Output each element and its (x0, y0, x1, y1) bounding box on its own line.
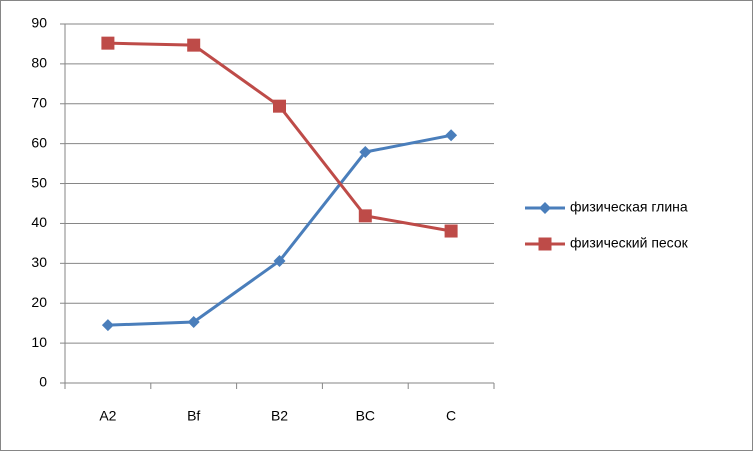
y-tick-label: 40 (31, 214, 47, 230)
marker (273, 254, 286, 267)
marker (273, 99, 286, 113)
marker (444, 224, 458, 238)
x-tick-label: BC (356, 408, 375, 424)
y-tick-label: 50 (31, 174, 47, 190)
marker (538, 237, 552, 251)
legend-label: физический песок (570, 235, 689, 251)
y-tick-label: 30 (31, 254, 47, 270)
marker (101, 36, 115, 50)
y-tick-label: 10 (31, 334, 47, 350)
legend-label: физическая глина (570, 199, 688, 215)
y-tick-label: 70 (31, 94, 47, 110)
marker (359, 146, 372, 159)
marker (187, 315, 200, 328)
marker (539, 202, 551, 214)
y-tick-label: 90 (31, 15, 47, 31)
x-tick-label: C (446, 408, 456, 424)
y-tick-label: 0 (39, 374, 47, 390)
marker (187, 38, 201, 52)
x-tick-label: Bf (187, 408, 200, 424)
x-tick-label: B2 (271, 408, 288, 424)
marker (445, 129, 458, 142)
y-tick-label: 20 (31, 294, 47, 310)
marker (358, 209, 372, 223)
x-tick-label: A2 (99, 408, 116, 424)
marker (101, 319, 114, 332)
y-tick-label: 60 (31, 134, 47, 150)
y-tick-label: 80 (31, 55, 47, 71)
